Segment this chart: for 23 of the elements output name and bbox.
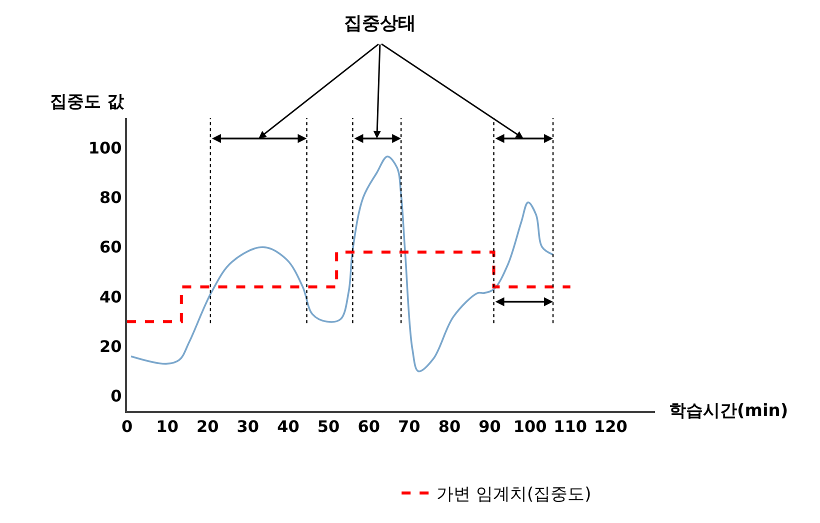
- x-tick-label: 90: [478, 417, 501, 436]
- x-tick-label: 60: [358, 417, 380, 436]
- y-axis-title: 집중도 값: [50, 92, 125, 112]
- chart-title: 집중상태: [344, 13, 416, 34]
- x-tick-label: 80: [438, 417, 461, 436]
- y-tick-label: 0: [110, 386, 122, 406]
- x-tick-label: 10: [156, 417, 178, 436]
- y-tick-label: 80: [100, 188, 122, 208]
- y-tick-label: 60: [100, 238, 122, 257]
- y-tick-label: 40: [100, 287, 122, 306]
- x-tick-label: 110: [554, 417, 588, 436]
- x-tick-label: 30: [236, 417, 260, 436]
- x-tick-label: 70: [398, 417, 420, 436]
- legend-label: 가변 임계치(집중도): [436, 484, 592, 505]
- x-tick-label: 50: [317, 417, 340, 436]
- x-axis-title: 학습시간(min): [669, 401, 788, 421]
- x-tick-label: 40: [277, 417, 300, 436]
- x-tick-label: 20: [196, 417, 219, 436]
- x-tick-label: 100: [513, 417, 547, 436]
- y-tick-label: 20: [100, 337, 122, 356]
- x-tick-label: 120: [594, 417, 628, 436]
- line-series: [130, 156, 554, 372]
- y-tick-label: 100: [88, 138, 122, 158]
